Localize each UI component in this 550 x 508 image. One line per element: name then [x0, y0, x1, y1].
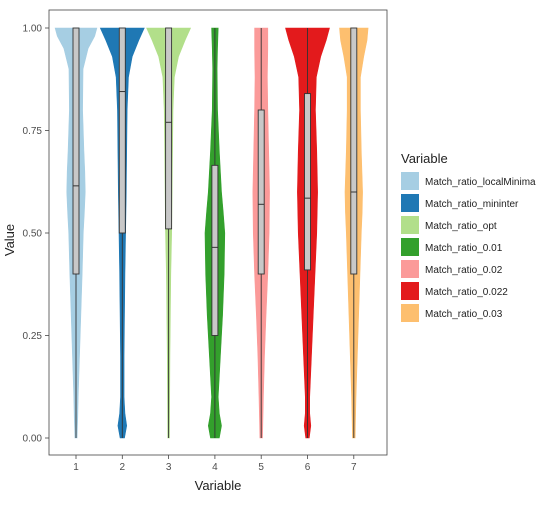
legend-label-5: Match_ratio_0.02	[425, 265, 503, 276]
legend-label-7: Match_ratio_0.03	[425, 309, 503, 320]
legend-items: Match_ratio_localMinima Match_ratio_minin…	[401, 172, 536, 322]
x-tick-label: 3	[166, 462, 172, 473]
box-7	[350, 27, 358, 275]
box-4	[211, 164, 219, 336]
legend-label-1: Match_ratio_localMinima	[425, 177, 536, 188]
legend-label-4: Match_ratio_0.01	[425, 243, 503, 254]
legend-label-6: Match_ratio_0.022	[425, 287, 508, 298]
x-tick-label: 1	[73, 462, 79, 473]
legend-key-2	[401, 194, 419, 212]
y-tick-label: 0.25	[23, 331, 43, 342]
box-2	[118, 27, 126, 234]
x-tick-label: 2	[120, 462, 126, 473]
x-tick-label: 5	[258, 462, 264, 473]
y-tick-label: 1.00	[23, 24, 43, 35]
x-tick-label: 6	[305, 462, 311, 473]
box-6	[304, 93, 311, 271]
legend: Variable Match_ratio_localMinimaMatch_ra…	[401, 151, 536, 322]
legend-label-3: Match_ratio_opt	[425, 221, 497, 232]
box-5	[257, 109, 265, 275]
y-tick-label: 0.50	[23, 229, 43, 240]
y-tick-label: 0.75	[23, 126, 43, 137]
x-axis-label: Variable	[195, 478, 242, 493]
legend-key-7	[401, 304, 419, 322]
legend-key-4	[401, 238, 419, 256]
y-tick-label: 0.00	[23, 434, 43, 445]
x-tick-label: 7	[351, 462, 357, 473]
legend-key-1	[401, 172, 419, 190]
legend-key-3	[401, 216, 419, 234]
box-3	[165, 27, 173, 230]
legend-title: Variable	[401, 151, 448, 166]
y-axis: 0.00 0.25 0.50 0.75 1.00	[23, 24, 49, 445]
y-axis-label: Value	[2, 224, 17, 256]
x-tick-label: 4	[212, 462, 218, 473]
legend-label-2: Match_ratio_mininter	[425, 199, 519, 210]
x-axis: 1 2 3 4 5 6 7	[73, 455, 357, 473]
violins-layer	[54, 27, 369, 439]
legend-key-6	[401, 282, 419, 300]
box-1	[72, 27, 80, 275]
legend-key-5	[401, 260, 419, 278]
